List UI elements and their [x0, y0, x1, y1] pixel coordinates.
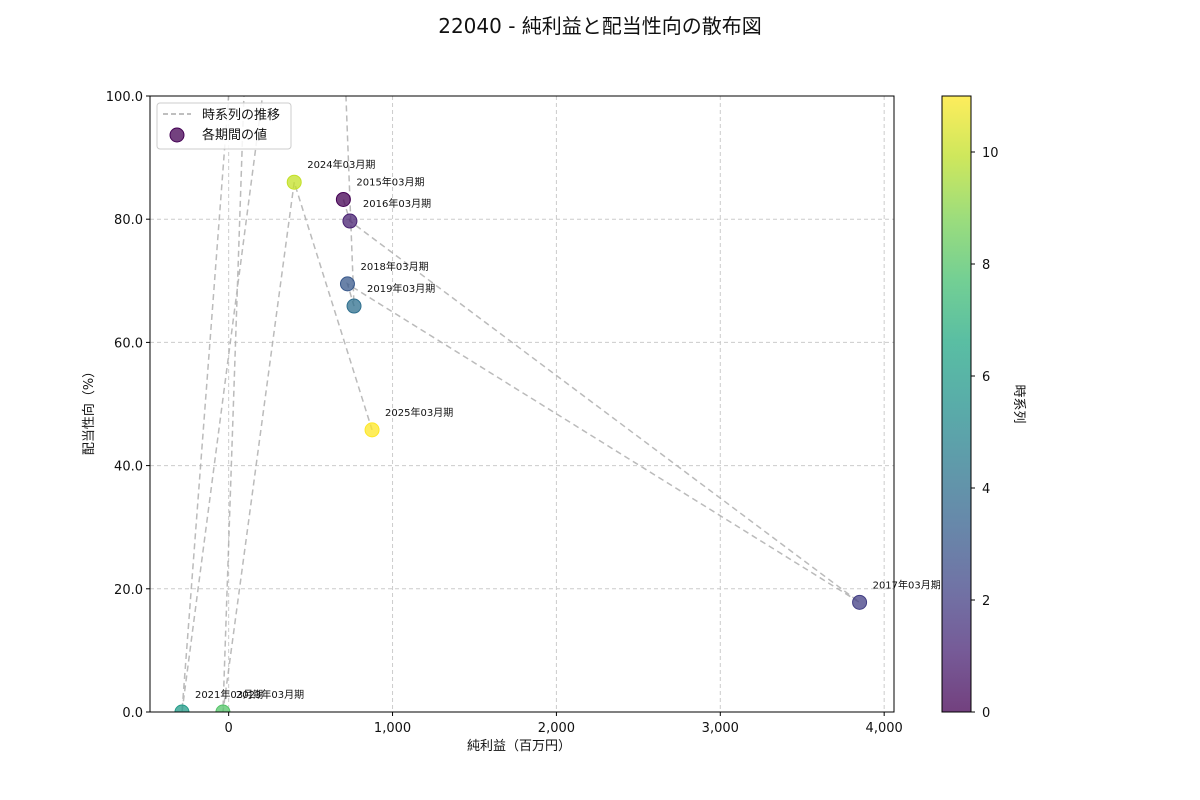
colorbar-tick-label: 8 — [982, 258, 990, 273]
y-axis-ticks: 0.0 20.0 40.0 60.0 80.0 100.0 — [106, 90, 150, 721]
x-axis-ticks: 0 1,000 2,000 3,000 4,000 — [225, 712, 903, 736]
x-tick-label: 0 — [225, 721, 233, 736]
y-tick-label: 60.0 — [114, 336, 143, 351]
colorbar-tick-label: 10 — [982, 146, 999, 161]
colorbar-ticks: 0 2 4 6 8 10 — [971, 146, 999, 721]
legend-entry-trend: 時系列の推移 — [202, 108, 280, 123]
data-point-label: 2025年03月期 — [385, 406, 453, 419]
y-tick-label: 100.0 — [106, 90, 143, 105]
x-tick-label: 4,000 — [866, 721, 903, 736]
x-axis-label: 純利益（百万円） — [467, 739, 571, 754]
x-tick-label: 3,000 — [702, 721, 739, 736]
colorbar-tick-label: 6 — [982, 370, 990, 385]
colorbar: 0 2 4 6 8 10 時系列 — [941, 95, 1026, 721]
x-tick-label: 2,000 — [538, 721, 575, 736]
legend-entry-values: 各期間の値 — [202, 127, 267, 143]
y-tick-label: 20.0 — [114, 583, 143, 598]
data-point — [342, 213, 358, 229]
x-tick-label: 1,000 — [374, 721, 411, 736]
data-point-label: 2018年03月期 — [360, 260, 428, 273]
y-tick-label: 0.0 — [122, 706, 143, 721]
grid — [150, 95, 894, 713]
data-point-label: 2023年03月期 — [236, 688, 304, 701]
colorbar-tick-label: 0 — [982, 706, 990, 721]
legend: 時系列の推移 各期間の値 — [156, 102, 292, 150]
colorbar-label: 時系列 — [1011, 384, 1026, 423]
colorbar-tick-label: 4 — [982, 482, 990, 497]
y-axis-label: 配当性向（%） — [81, 365, 97, 455]
data-point — [174, 704, 190, 712]
data-point — [346, 298, 362, 314]
data-point — [335, 191, 351, 207]
plot-frame — [149, 95, 895, 713]
data-point — [852, 594, 868, 610]
legend-marker-icon — [169, 127, 185, 143]
data-point-label: 2015年03月期 — [356, 175, 424, 188]
y-tick-label: 80.0 — [114, 213, 143, 228]
data-point-label: 2017年03月期 — [873, 578, 941, 591]
data-point-label: 2024年03月期 — [307, 158, 375, 171]
data-point-label: 2019年03月期 — [367, 282, 435, 295]
data-point — [339, 276, 355, 292]
data-point-label: 2021年03月期 — [195, 688, 263, 701]
colorbar-tick-label: 2 — [982, 594, 990, 609]
chart-title: 22040 - 純利益と配当性向の散布図 — [438, 14, 762, 38]
points-layer — [174, 174, 868, 712]
data-point — [364, 422, 380, 438]
data-point — [286, 174, 302, 190]
colorbar-gradient — [941, 95, 972, 713]
data-point-label: 2016年03月期 — [363, 197, 431, 210]
y-tick-label: 40.0 — [114, 460, 143, 475]
point-labels-layer: 2015年03月期 2016年03月期 2017年03月期 2018年03月期 2019… — [195, 158, 941, 701]
data-point — [215, 704, 231, 712]
